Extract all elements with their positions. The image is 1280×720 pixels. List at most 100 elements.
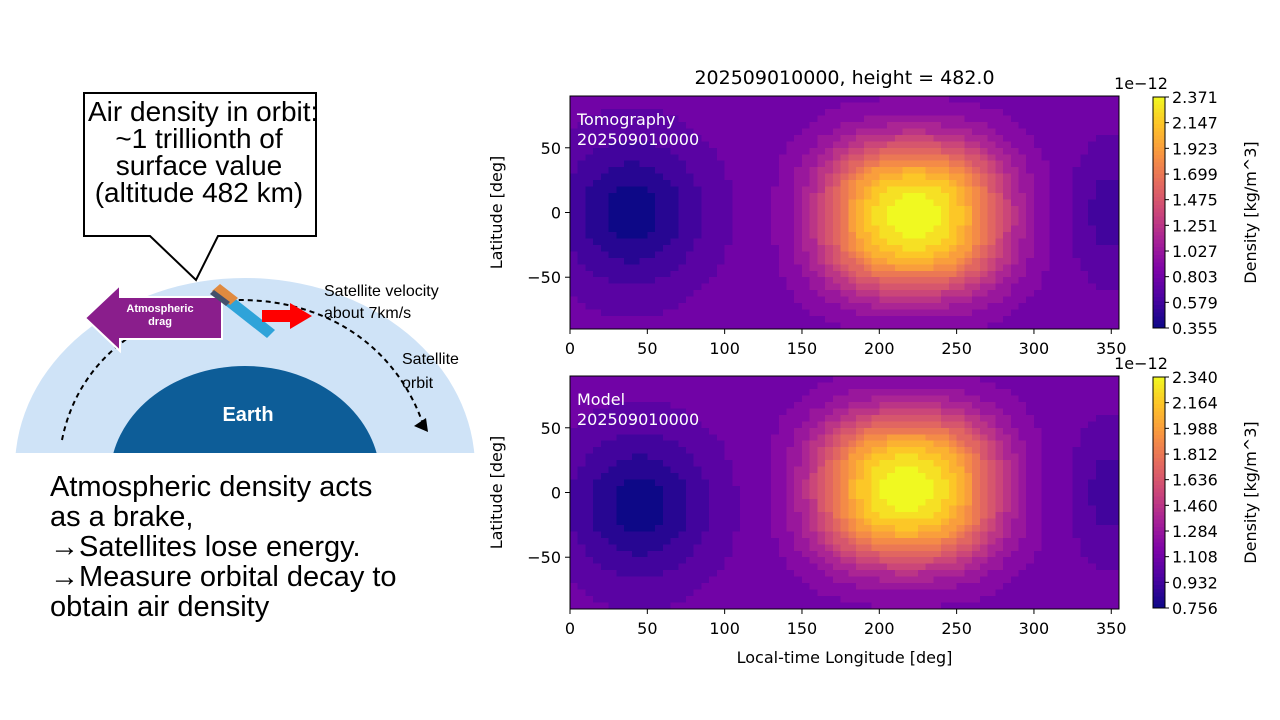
heatmap-cell [809, 270, 819, 278]
heatmap-cell [639, 231, 648, 239]
heatmap-cell [1010, 141, 1020, 149]
heatmap-cell [1026, 251, 1035, 259]
heatmap-cell [716, 434, 726, 442]
heatmap-cell [964, 563, 973, 571]
heatmap-cell [747, 270, 757, 278]
heatmap-cell [624, 453, 633, 461]
heatmap-cell [856, 505, 865, 513]
heatmap-cell [941, 121, 950, 129]
heatmap-cell [1049, 421, 1058, 429]
heatmap-cell [624, 180, 633, 188]
heatmap-cell [863, 505, 873, 513]
heatmap-cell [933, 225, 942, 233]
heatmap-cell [1026, 401, 1035, 409]
heatmap-cell [678, 518, 687, 526]
heatmap-cell [678, 231, 687, 239]
heatmap-cell [910, 115, 919, 123]
heatmap-cell [832, 421, 842, 429]
heatmap-cell [879, 154, 888, 162]
heatmap-cell [747, 167, 757, 175]
heatmap-cell [1033, 434, 1043, 442]
heatmap-cell [964, 505, 973, 513]
heatmap-cell [817, 382, 826, 390]
heatmap-cell [956, 277, 965, 285]
heatmap-cell [685, 231, 695, 239]
heatmap-cell [608, 537, 617, 545]
heatmap-cell [778, 486, 788, 494]
heatmap-cell [755, 583, 764, 591]
heatmap-cell [778, 231, 788, 239]
heatmap-cell [964, 376, 973, 384]
heatmap-cell [709, 231, 718, 239]
callout-line: ~1 trillionth of [115, 123, 283, 154]
heatmap-cell [732, 518, 741, 526]
heatmap-cell [693, 231, 703, 239]
heatmap-cell [763, 225, 772, 233]
heatmap-cell [910, 408, 919, 416]
heatmap-cell [639, 382, 648, 390]
heatmap-cell [786, 557, 795, 565]
colorbar-segment [1153, 270, 1165, 275]
heatmap-cell [570, 511, 579, 519]
drag-label-line: Atmospheric [126, 303, 194, 315]
heatmap-cell [825, 511, 834, 519]
heatmap-cell [701, 238, 710, 246]
heatmap-cell [809, 447, 819, 455]
heatmap-cell [701, 583, 710, 591]
heatmap-cell [910, 277, 919, 285]
heatmap-cell [917, 583, 927, 591]
heatmap-cell [709, 251, 718, 259]
heatmap-cell [747, 225, 757, 233]
colorbar-segment [1153, 312, 1165, 318]
heatmap-cell [1088, 277, 1097, 285]
heatmap-cell [732, 479, 741, 487]
colorbar-segment [1153, 316, 1165, 321]
heatmap-cell [639, 492, 648, 500]
heatmap-cell [956, 251, 965, 259]
heatmap-cell [887, 121, 896, 129]
heatmap-cell [825, 128, 834, 136]
heatmap-cell [778, 186, 788, 194]
heatmap-cell [925, 257, 935, 265]
heatmap-cell [701, 557, 710, 565]
heatmap-cell [956, 531, 965, 539]
heatmap-cell [801, 193, 811, 201]
heatmap-cell [647, 440, 656, 448]
heatmap-cell [925, 303, 935, 311]
heatmap-cell [956, 186, 965, 194]
heatmap-cell [662, 257, 672, 265]
heatmap-cell [1111, 193, 1120, 201]
heatmap-cell [639, 583, 648, 591]
heatmap-cell [585, 505, 594, 513]
heatmap-cell [740, 115, 749, 123]
colorbar-segment [1153, 254, 1165, 260]
heatmap-cell [825, 257, 834, 265]
heatmap-cell [631, 401, 641, 409]
heatmap-cell [747, 134, 757, 142]
heatmap-cell [871, 576, 880, 584]
heatmap-cell [585, 316, 594, 324]
heatmap-cell [1088, 218, 1097, 227]
heatmap-cell [1049, 147, 1058, 155]
heatmap-cell [1033, 186, 1043, 194]
heatmap-cell [1026, 440, 1035, 448]
heatmap-cell [693, 505, 703, 513]
heatmap-cell [577, 141, 587, 149]
heatmap-cell [655, 382, 664, 390]
heatmap-cell [662, 193, 672, 201]
heatmap-cell [585, 147, 594, 155]
heatmap-cell [693, 537, 703, 545]
heatmap-cell [825, 479, 834, 487]
heatmap-cell [987, 309, 996, 317]
heatmap-cell [639, 589, 648, 597]
heatmap-cell [724, 257, 733, 265]
heatmap-cell [608, 550, 617, 558]
heatmap-cell [624, 283, 633, 291]
heatmap-cell [662, 414, 672, 422]
heatmap-cell [693, 388, 703, 397]
heatmap-cell [879, 563, 888, 571]
heatmap-cell [716, 414, 726, 422]
heatmap-cell [763, 277, 772, 285]
heatmap-cell [941, 322, 950, 330]
heatmap-cell [817, 395, 826, 403]
